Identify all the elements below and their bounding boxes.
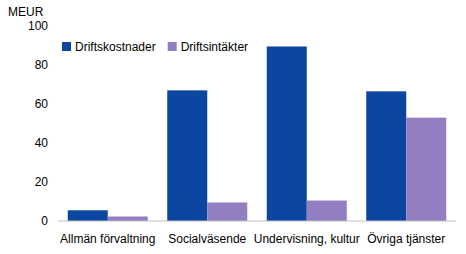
y-tick-label: 80	[35, 58, 49, 72]
y-tick-label: 20	[35, 175, 49, 189]
x-tick-label: Undervisning, kultur	[254, 232, 360, 246]
y-tick	[53, 143, 56, 144]
legend-swatch	[62, 42, 71, 51]
bars	[68, 46, 447, 221]
x-tick-label: Övriga tjänster	[367, 232, 445, 246]
bar	[68, 210, 108, 221]
legend-swatch	[168, 42, 177, 51]
y-tick-label: 40	[35, 136, 49, 150]
bar	[307, 201, 347, 221]
x-tick-label: Allmän förvaltning	[60, 232, 155, 246]
x-axis	[58, 221, 456, 222]
y-tick	[53, 65, 56, 66]
bar	[167, 90, 207, 221]
y-tick	[53, 182, 56, 183]
legend-label: Driftsintäkter	[181, 40, 248, 54]
bar	[406, 118, 446, 221]
bar	[207, 202, 247, 221]
legend-label: Driftskostnader	[75, 40, 156, 54]
y-label: MEUR	[8, 5, 44, 19]
y-tick	[53, 26, 56, 27]
chart: MEUR 0 20 40 60 80 100 Allmän förvaltning Social…	[0, 0, 466, 254]
y-tick-label: 0	[41, 214, 48, 228]
bar	[267, 46, 307, 221]
y-tick-label: 100	[28, 19, 48, 33]
y-tick	[53, 221, 56, 222]
y-tick	[53, 104, 56, 105]
y-tick-label: 60	[35, 97, 49, 111]
bar	[108, 217, 148, 221]
x-tick-label: Socialväsende	[168, 232, 246, 246]
bar	[366, 91, 406, 221]
